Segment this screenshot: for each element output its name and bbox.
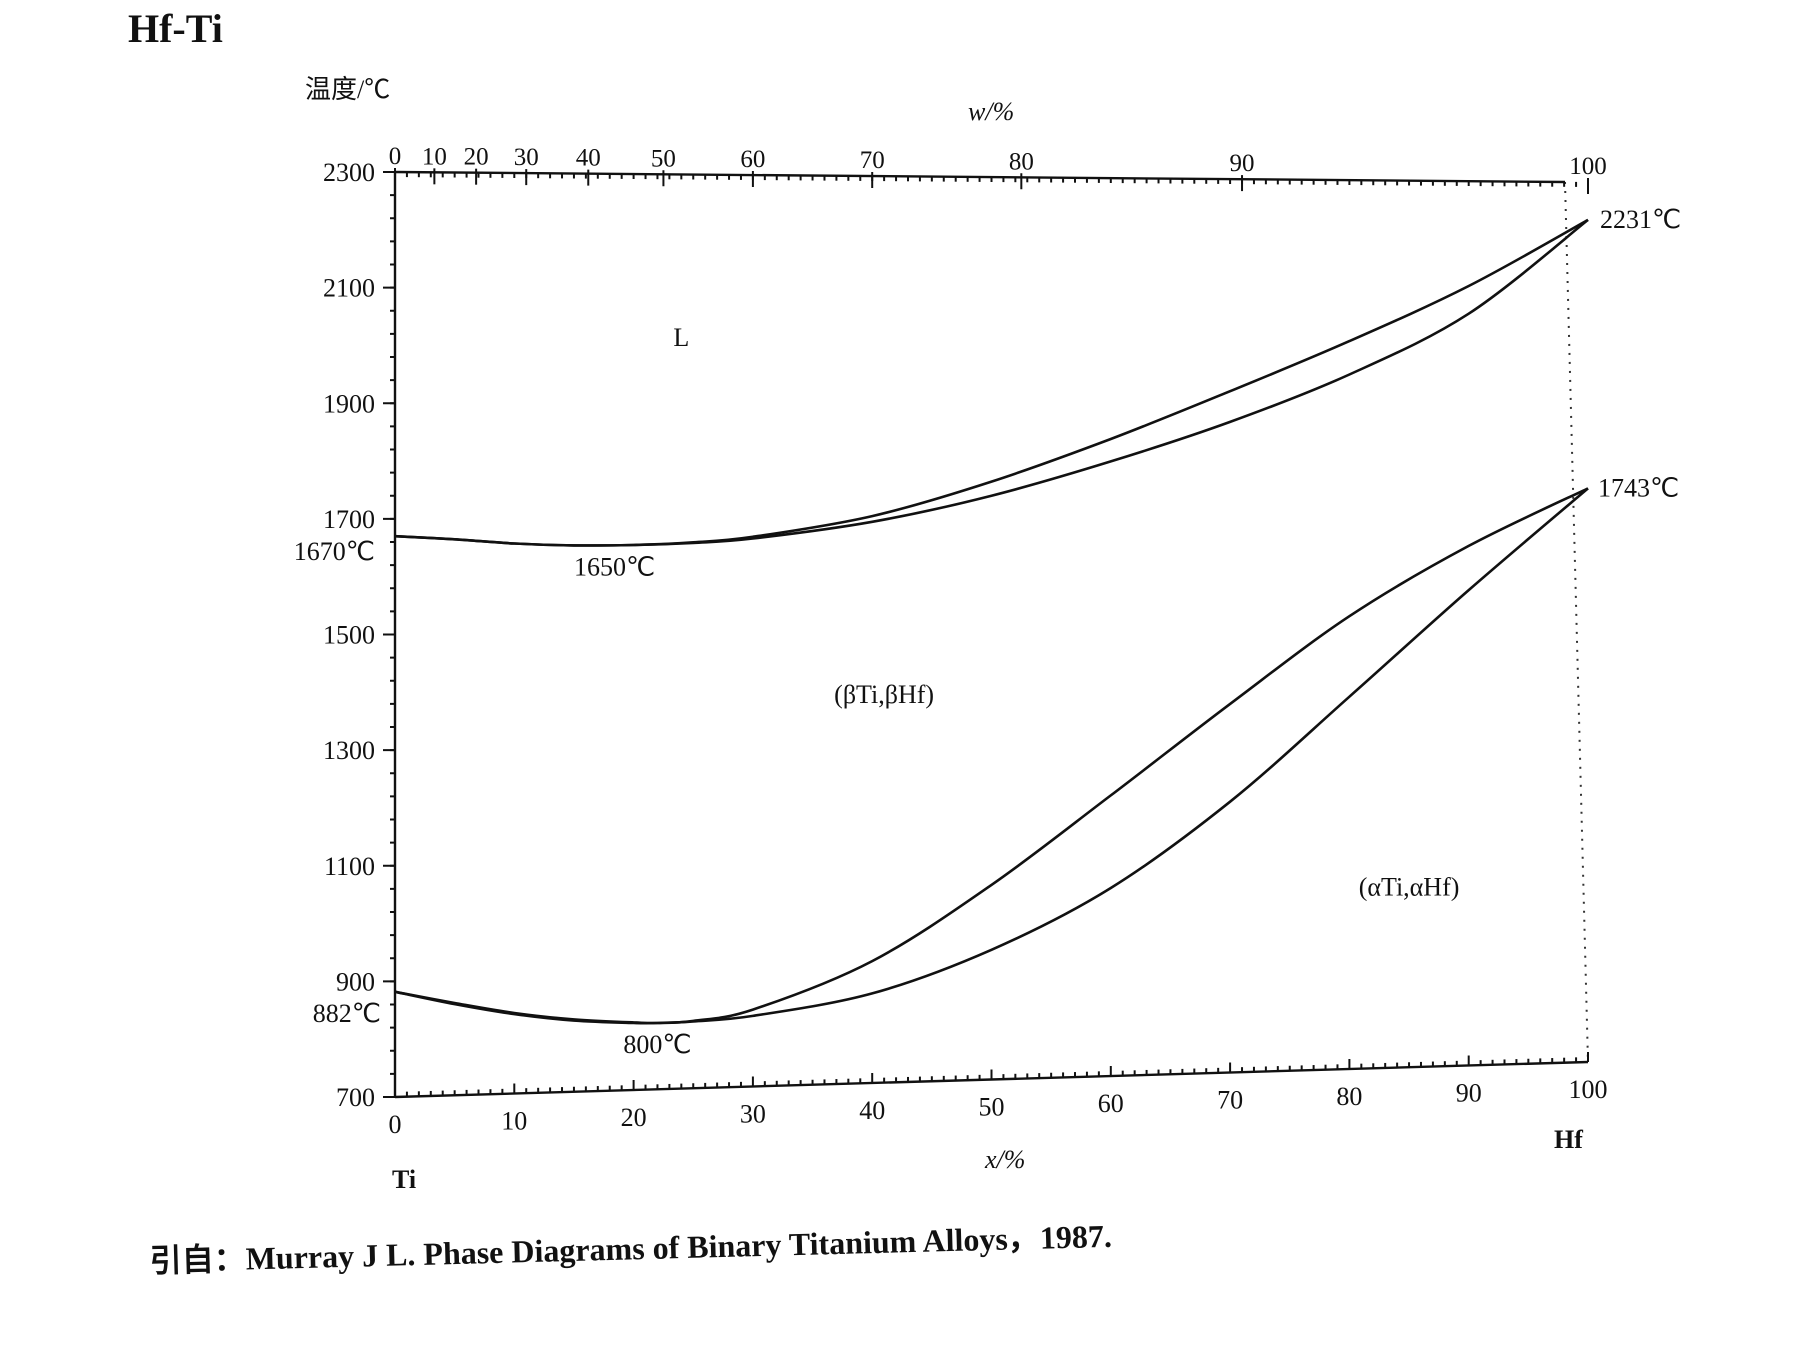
top-tick-label: 10	[422, 143, 447, 170]
x-axis-ticks: 0 10 20 30 40 50 60 70 80 90 100	[389, 1052, 1608, 1139]
temperature-annotation: 1650℃	[574, 552, 655, 581]
x-tick-label: 80	[1336, 1082, 1362, 1111]
temperature-annotation: 1743℃	[1598, 473, 1679, 502]
x-tick-label: 30	[740, 1100, 766, 1129]
element-hf-label: Hf	[1554, 1125, 1583, 1154]
y-tick-label: 1300	[323, 736, 375, 765]
citation: 引自：Murray J L. Phase Diagrams of Binary …	[149, 1218, 1112, 1279]
x-tick-label: 60	[1098, 1089, 1124, 1118]
top-tick-label: 40	[576, 145, 601, 172]
top-tick-label: 30	[514, 144, 539, 171]
top-tick-label: 70	[860, 147, 885, 174]
right-axis-line	[1564, 181, 1589, 1063]
y-tick-label: 700	[336, 1083, 375, 1112]
top-axis-ticks: 0 10 20 30 40 50 60 70 80 90 100	[389, 143, 1607, 194]
y-tick-label: 1700	[323, 505, 375, 534]
x-tick-label: 70	[1217, 1086, 1243, 1115]
temperature-annotation: 2231℃	[1600, 205, 1681, 234]
top-tick-label: 90	[1230, 150, 1255, 177]
x-tick-label: 20	[621, 1103, 647, 1132]
phase-region-label: (βTi,βHf)	[834, 680, 934, 709]
y-tick-label: 1900	[323, 389, 375, 418]
phase-boundary-curve-2	[394, 218, 1589, 547]
top-tick-label: 60	[740, 146, 765, 173]
x-tick-label: 10	[501, 1107, 527, 1136]
x-tick-label: 100	[1569, 1075, 1608, 1104]
phase-region-label: (αTi,αHf)	[1359, 872, 1460, 901]
top-tick-label: 100	[1569, 153, 1607, 180]
top-tick-label: 50	[651, 145, 676, 172]
x-tick-label: 90	[1456, 1079, 1482, 1108]
phase-region-labels: L (βTi,βHf) (αTi,αHf)	[673, 323, 1459, 902]
y-tick-label: 1500	[323, 621, 375, 650]
y-tick-label: 900	[336, 967, 375, 996]
top-axis-label: w/%	[968, 97, 1014, 126]
element-ti-label: Ti	[392, 1165, 416, 1194]
x-axis-label: x/%	[984, 1145, 1025, 1174]
temperature-annotation: 1670℃	[294, 537, 375, 566]
phase-boundaries	[394, 218, 1589, 1025]
temperature-annotation: 800℃	[623, 1030, 691, 1059]
phase-region-label: L	[673, 323, 689, 352]
top-tick-label: 20	[464, 144, 489, 171]
chart-title: Hf-Ti	[128, 6, 223, 51]
y-axis-ticks: 700 900 1100 1300 1500 1700 1900 2100 2300	[323, 158, 395, 1112]
top-tick-label: 80	[1009, 148, 1034, 175]
y-tick-label: 2100	[323, 274, 375, 303]
x-tick-label: 50	[979, 1093, 1005, 1122]
x-tick-label: 40	[859, 1096, 885, 1125]
temperature-annotations: 1670℃ 1650℃ 2231℃ 1743℃ 882℃ 800℃	[294, 205, 1681, 1059]
y-axis-label: 温度/℃	[305, 75, 390, 104]
y-tick-label: 1100	[324, 852, 375, 881]
y-tick-label: 2300	[323, 158, 375, 187]
phase-boundary-curve-4	[394, 487, 1589, 1025]
x-tick-label: 0	[389, 1110, 402, 1139]
temperature-annotation: 882℃	[313, 999, 381, 1028]
top-tick-label: 0	[389, 143, 402, 170]
